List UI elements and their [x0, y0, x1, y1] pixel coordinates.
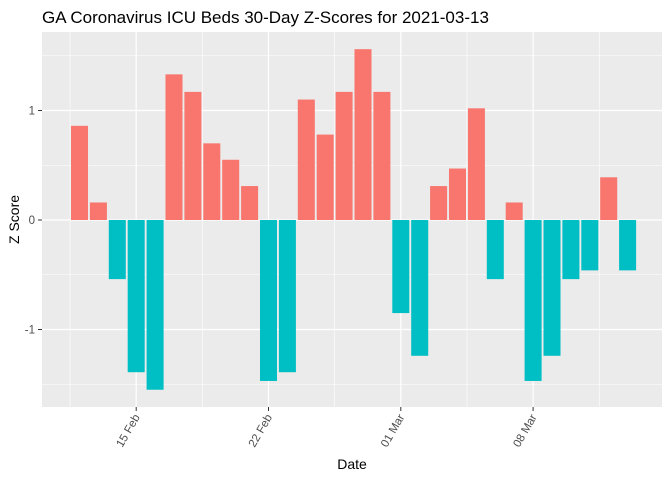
bar-2021-02-26 — [335, 91, 353, 220]
bar-2021-03-12 — [600, 177, 618, 220]
bar-2021-02-12 — [70, 125, 89, 220]
bar-2021-03-09 — [543, 220, 561, 356]
bar-2021-03-08 — [524, 220, 542, 381]
bar-2021-02-19 — [203, 143, 221, 220]
bar-2021-03-01 — [392, 220, 410, 314]
bar-2021-02-16 — [146, 220, 164, 390]
bar-2021-03-06 — [486, 220, 504, 280]
bar-2021-02-23 — [278, 220, 296, 373]
bars-group — [70, 49, 637, 390]
bar-2021-02-25 — [316, 134, 334, 220]
x-tick-label: 01 Mar — [379, 412, 407, 449]
y-axis: -1 0 1 — [25, 106, 42, 337]
y-tick-label: -1 — [25, 325, 35, 337]
x-axis: 15 Feb 22 Feb 01 Mar 08 Mar — [114, 407, 540, 450]
bar-2021-02-15 — [127, 220, 145, 373]
bar-2021-03-03 — [430, 186, 448, 220]
grid-lines — [42, 32, 662, 407]
bar-2021-02-22 — [259, 220, 278, 381]
bar-2021-02-28 — [373, 91, 391, 220]
bar-2021-03-07 — [505, 202, 523, 220]
bar-2021-03-05 — [467, 108, 485, 220]
y-tick-label: 1 — [29, 106, 35, 118]
x-tick-label: 22 Feb — [247, 413, 275, 450]
x-axis-label: Date — [337, 456, 367, 472]
bar-2021-02-18 — [184, 91, 202, 220]
bar-2021-02-13 — [89, 202, 107, 220]
x-tick-label: 15 Feb — [114, 413, 142, 450]
bar-2021-03-11 — [581, 220, 599, 271]
bar-2021-02-20 — [222, 159, 240, 220]
bar-2021-02-24 — [297, 99, 315, 220]
chart-title: GA Coronavirus ICU Beds 30-Day Z-Scores … — [42, 8, 489, 27]
y-axis-label: Z Score — [6, 195, 22, 244]
bar-2021-03-02 — [411, 220, 429, 356]
y-tick-label: 0 — [29, 215, 35, 227]
x-tick-label: 08 Mar — [511, 412, 539, 449]
bar-2021-03-10 — [562, 220, 580, 280]
bar-2021-03-13 — [619, 220, 637, 271]
bar-2021-02-14 — [108, 220, 126, 280]
bar-2021-02-17 — [165, 74, 183, 221]
bar-2021-03-04 — [448, 168, 467, 220]
bar-2021-02-21 — [241, 186, 259, 220]
bar-2021-02-27 — [354, 49, 372, 221]
